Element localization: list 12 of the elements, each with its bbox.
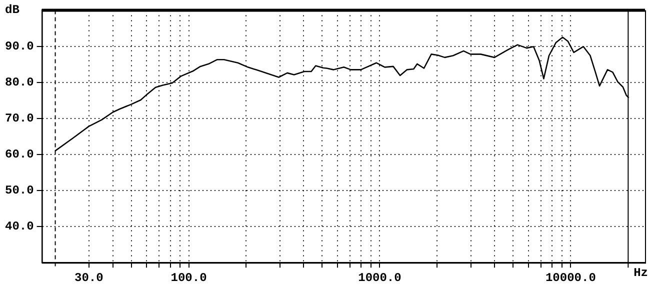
y-tick-label: 40.0 — [4, 220, 34, 234]
y-tick-label: 50.0 — [4, 184, 34, 198]
y-tick-label: 90.0 — [4, 39, 34, 54]
x-tick-label: 100.0 — [170, 270, 207, 285]
y-tick-label: 70.0 — [4, 111, 34, 126]
y-axis-title: dB — [5, 3, 20, 18]
y-tick-label: 60.0 — [4, 147, 34, 162]
x-tick-label: 1000.0 — [358, 270, 402, 285]
x-tick-label: 10000.0 — [545, 270, 596, 285]
x-tick-label: 30.0 — [74, 270, 104, 285]
y-tick-label: 80.0 — [4, 75, 34, 90]
x-axis-title: Hz — [634, 266, 648, 280]
